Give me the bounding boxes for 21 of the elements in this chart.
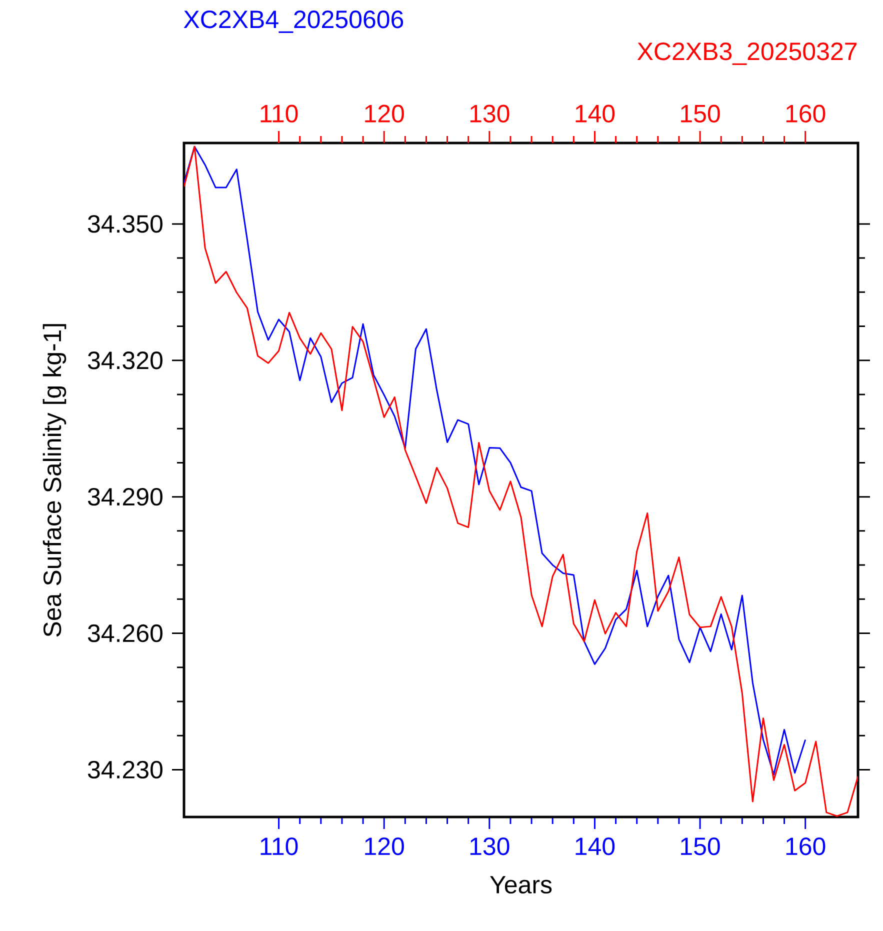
x-tick-label: 120 — [365, 837, 404, 856]
x2-tick-label: 160 — [786, 104, 826, 123]
x-tick-label: 150 — [681, 837, 720, 856]
x-axis-title: Years — [490, 876, 552, 894]
x-tick-label: 130 — [470, 837, 510, 856]
x2-tick-label: 150 — [681, 104, 720, 123]
y-tick-label: 34.260 — [88, 624, 162, 642]
x2-tick-label: 120 — [365, 104, 404, 123]
y-tick-label: 34.290 — [88, 488, 162, 506]
x-tick-label: 140 — [576, 837, 615, 856]
text: XC2XB4_20250606 — [184, 10, 404, 33]
text: XC2XB3_20250327 — [637, 42, 857, 65]
y-tick-label: 34.230 — [88, 760, 162, 779]
y-tick-label: 34.350 — [88, 215, 162, 233]
x2-tick-label: 140 — [576, 104, 615, 123]
x-tick-label: 110 — [260, 837, 298, 856]
x2-tick-label: 110 — [260, 104, 298, 123]
y-axis-title: Sea Surface Salinity [g kg-1] — [42, 324, 66, 637]
x2-tick-label: 130 — [470, 104, 510, 123]
x-tick-label: 160 — [786, 837, 826, 856]
y-tick-label: 34.320 — [88, 352, 162, 370]
